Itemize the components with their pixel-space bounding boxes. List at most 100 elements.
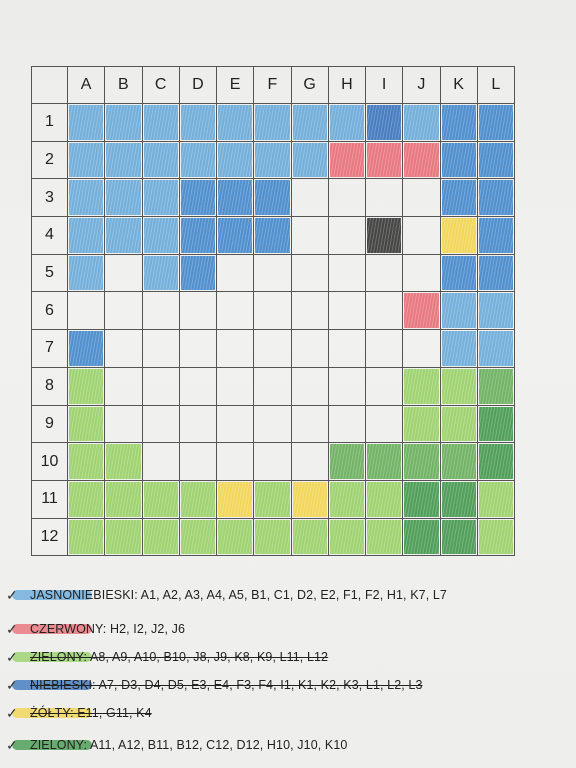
column-header-b: B: [105, 67, 143, 104]
grid-cell: [366, 217, 404, 255]
grid-cell: [477, 405, 515, 444]
grid-cell: [142, 141, 180, 180]
grid-cell: [440, 330, 478, 368]
cell-fill-blue: [180, 180, 215, 216]
grid-cell: [179, 217, 217, 255]
legend-text: NIEBIESKI: A7, D3, D4, D5, E3, E4, F3, F…: [30, 678, 423, 692]
legend-cells: H2, I2, J2, J6: [109, 622, 185, 636]
grid-cell: [105, 443, 143, 481]
grid-cell: [366, 104, 404, 142]
grid-cell: [179, 443, 217, 481]
cell-fill-blue: [218, 218, 253, 253]
grid-cell: [105, 292, 143, 331]
grid-cell: [477, 480, 515, 519]
cell-fill-light-green: [180, 481, 215, 517]
legend-label: CZERWONY:: [30, 622, 110, 636]
cell-fill-light-blue: [69, 218, 104, 253]
grid-cell: [142, 104, 180, 142]
cell-fill-light-green: [69, 481, 104, 517]
cell-fill-light-green: [292, 519, 327, 555]
cell-fill-red: [404, 142, 439, 178]
grid-cell: [403, 104, 441, 142]
grid-cell: [254, 518, 292, 557]
grid-cell: [440, 104, 478, 142]
grid-cell: [403, 179, 441, 218]
legend-text: JASNONIEBIESKI: A1, A2, A3, A4, A5, B1, …: [30, 588, 447, 602]
grid-cell: [179, 292, 217, 331]
grid-cell: [291, 443, 329, 481]
grid-cell: [477, 443, 515, 481]
grid-cell: [328, 179, 366, 218]
grid-cell: [328, 217, 366, 255]
grid-cell: [366, 443, 404, 481]
cell-fill-light-green: [69, 406, 104, 442]
grid-cell: [254, 104, 292, 142]
cell-fill-dark-green: [441, 519, 476, 555]
grid-cell: [217, 518, 255, 557]
grid-cell: [217, 480, 255, 519]
grid-cell: [179, 179, 217, 218]
legend-swatch: [12, 680, 92, 690]
grid-cell: [328, 141, 366, 180]
grid-cell: [68, 480, 106, 519]
grid-cell: [179, 141, 217, 180]
cell-fill-blue: [478, 218, 513, 253]
coloring-grid: A B C D E F G H I J K L 1 2 3 4 5 6 7 8 9 10 11 12: [31, 66, 515, 557]
grid-cell: [440, 254, 478, 293]
cell-fill-light-blue: [69, 105, 104, 140]
legend-cells: A7, D3, D4, D5, E3, E4, F3, F4, I1, K1, …: [98, 678, 423, 692]
grid-cell: [179, 254, 217, 293]
grid-cell: [142, 480, 180, 519]
grid-cell: [217, 254, 255, 293]
cell-fill-yellow: [292, 481, 327, 517]
grid-cell: [105, 104, 143, 142]
cell-fill-dark-green: [404, 481, 439, 517]
grid-cell: [217, 367, 255, 406]
cell-fill-blue: [180, 255, 215, 291]
grid-cell: [403, 330, 441, 368]
cell-fill-dark-green: [404, 519, 439, 555]
cell-fill-light-blue: [404, 105, 439, 140]
grid-cell: [105, 217, 143, 255]
grid-cell: [217, 104, 255, 142]
grid-cell: [291, 480, 329, 519]
cell-fill-blue: [441, 142, 476, 178]
legend-text: ŻÓŁTY: E11, G11, K4: [30, 706, 152, 720]
checkmark-icon: ✓: [6, 586, 18, 603]
cell-fill-light-green: [218, 519, 253, 555]
row-header-1: 1: [32, 104, 68, 142]
grid-cell: [328, 254, 366, 293]
grid-cell: [254, 141, 292, 180]
grid-cell: [142, 179, 180, 218]
grid-cell: [440, 405, 478, 444]
grid-cell: [105, 254, 143, 293]
column-header-l: L: [477, 67, 515, 104]
grid-cell: [105, 330, 143, 368]
grid-cell: [477, 518, 515, 557]
grid-cell: [254, 367, 292, 406]
cell-fill-light-blue: [478, 293, 513, 329]
grid-cell: [217, 179, 255, 218]
cell-fill-blue: [255, 218, 290, 253]
legend-text: ZIELONY: A8, A9, A10, B10, J8, J9, K8, K…: [30, 650, 328, 664]
grid-cell: [440, 179, 478, 218]
cell-fill-light-blue: [255, 142, 290, 178]
cell-fill-dark-green: [478, 444, 513, 479]
column-header-i: I: [366, 67, 404, 104]
cell-fill-light-blue: [218, 142, 253, 178]
grid-cell: [105, 179, 143, 218]
grid-cell: [477, 217, 515, 255]
legend-swatch: [12, 708, 92, 718]
grid-cell: [403, 217, 441, 255]
row-header-6: 6: [32, 292, 68, 331]
grid-cell: [366, 367, 404, 406]
grid-cell: [440, 217, 478, 255]
grid-cell: [179, 330, 217, 368]
grid-cell: [105, 367, 143, 406]
cell-fill-light-blue: [180, 105, 215, 140]
row-header-11: 11: [32, 480, 68, 519]
cell-fill-yellow: [441, 218, 476, 253]
grid-cell: [105, 141, 143, 180]
cell-fill-light-green: [255, 481, 290, 517]
row-header-4: 4: [32, 217, 68, 255]
